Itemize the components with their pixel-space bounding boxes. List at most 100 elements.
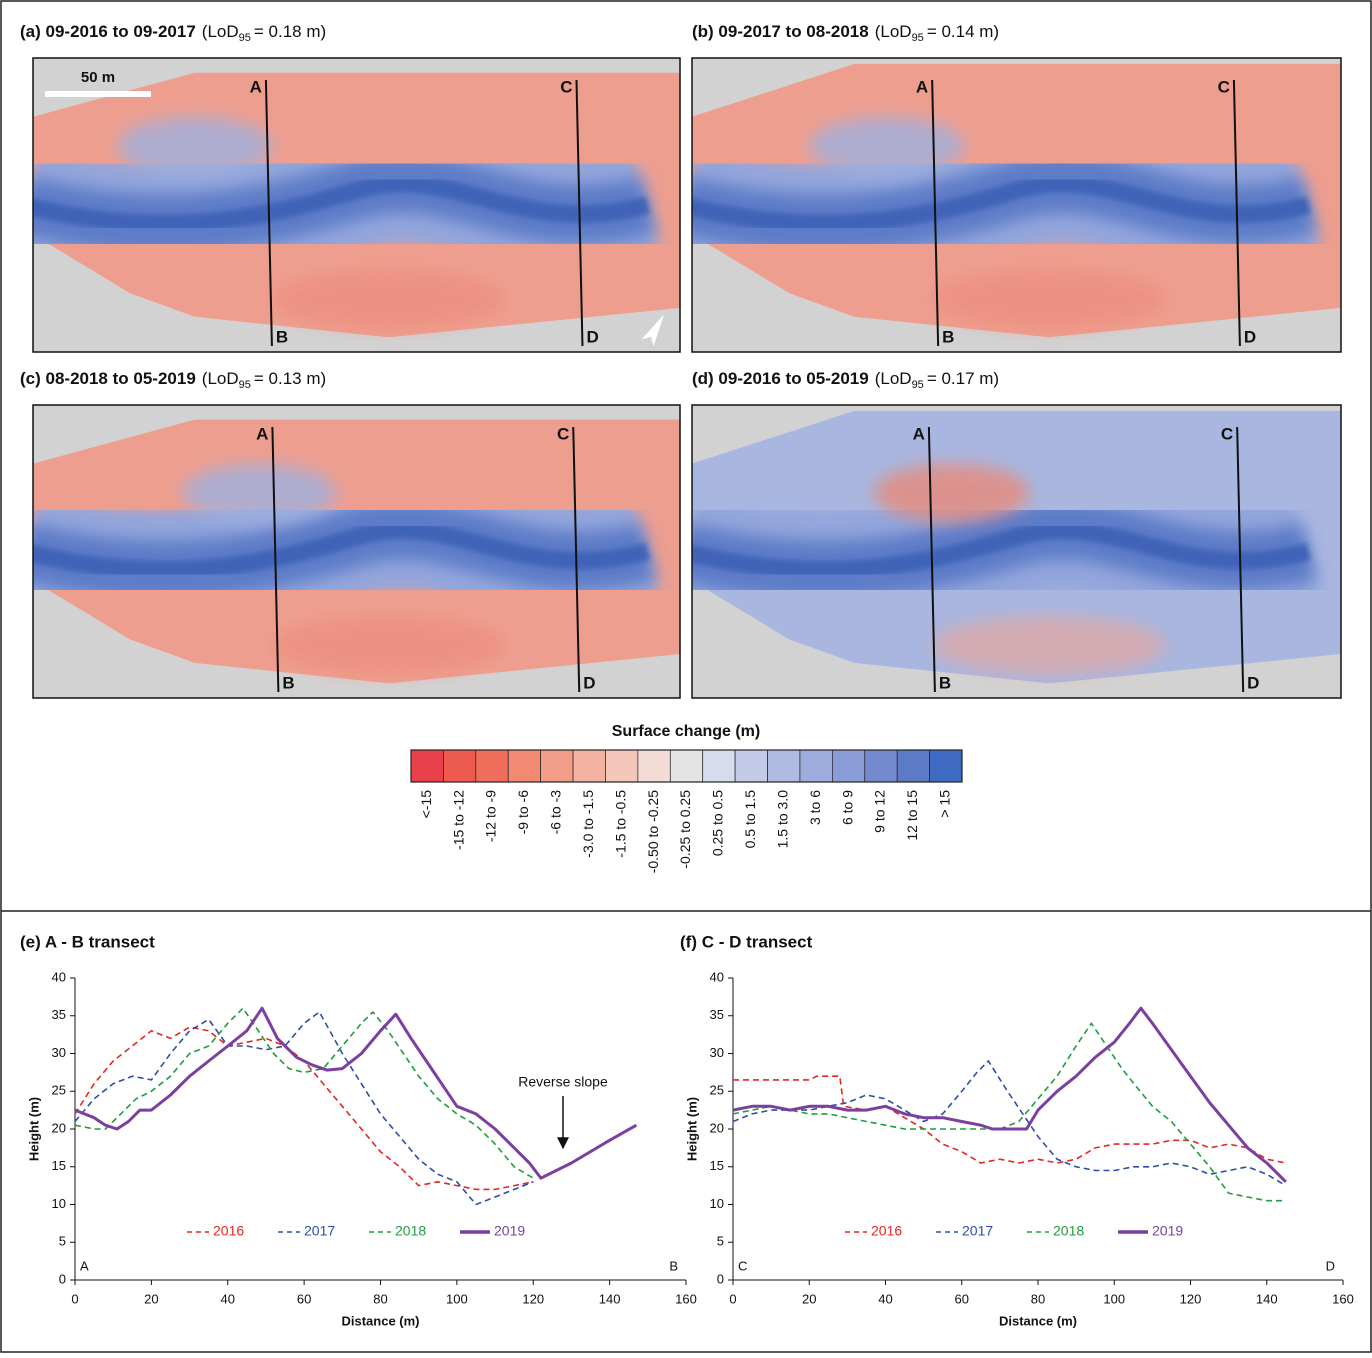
transect-line: [931, 79, 940, 347]
y-tick-label: 30: [52, 1045, 66, 1060]
y-tick-label: 0: [59, 1271, 66, 1286]
chart-title: (f) C - D transect: [680, 932, 813, 951]
legend-swatch: [637, 749, 671, 783]
transect-start: C: [557, 424, 569, 443]
y-tick-label: 5: [59, 1234, 66, 1249]
legend-label: 2019: [1152, 1223, 1183, 1239]
lod-prefix: (LoD: [202, 22, 239, 41]
corner-label: C: [738, 1258, 747, 1273]
legend-swatch: [702, 749, 736, 783]
lower-patch: [272, 615, 506, 675]
lod-subscript: 95: [239, 379, 251, 391]
upper-patch: [873, 463, 1030, 523]
x-tick-label: 80: [1031, 1291, 1045, 1306]
x-tick-label: 20: [144, 1291, 158, 1306]
lod-suffix: = 0.13 m): [254, 369, 326, 388]
legend-label: 2016: [871, 1223, 902, 1239]
corner-label: A: [80, 1258, 89, 1273]
panel-title: (b) 09-2017 to 08-2018 (LoD95 = 0.14 m): [692, 22, 999, 43]
channel-core: [692, 521, 1311, 579]
x-axis-label: Distance (m): [999, 1313, 1077, 1328]
legend-label: 9 to 12: [872, 790, 888, 833]
legend-label: 6 to 9: [839, 790, 855, 825]
transect-start: C: [1218, 77, 1230, 96]
legend-swatch: [832, 749, 866, 783]
legend-label: 2018: [1053, 1223, 1084, 1239]
legend-label: 1.5 to 3.0: [774, 790, 790, 849]
series-line: [733, 1075, 1286, 1164]
legend-label: 2016: [213, 1223, 244, 1239]
legend-label: -9 to -6: [515, 790, 531, 835]
transect-end: B: [282, 673, 294, 692]
x-tick-label: 140: [1256, 1291, 1278, 1306]
y-tick-label: 15: [710, 1158, 724, 1173]
panel-period: (d) 09-2016 to 05-2019: [692, 369, 869, 388]
legend-swatch: [443, 749, 477, 783]
lod-subscript: 95: [239, 32, 251, 44]
upper-patch: [117, 116, 273, 176]
channel-core: [692, 174, 1311, 233]
series-line: [74, 1011, 534, 1206]
map-panels: (a) 09-2016 to 09-2017 (LoD95 = 0.18 m) A B C…: [20, 22, 1342, 699]
x-tick-label: 120: [1180, 1291, 1202, 1306]
transect-end: D: [583, 673, 595, 692]
map: [692, 405, 1341, 698]
y-tick-label: 20: [52, 1120, 66, 1135]
legend-label: 2018: [395, 1223, 426, 1239]
y-tick-label: 0: [717, 1271, 724, 1286]
x-tick-label: 120: [522, 1291, 544, 1306]
map-border: [691, 57, 1342, 353]
legend-label: -0.25 to 0.25: [677, 790, 693, 869]
legend-title: Surface change (m): [612, 723, 760, 740]
map: [33, 58, 680, 352]
map-border: [691, 404, 1342, 699]
panel-title: (a) 09-2016 to 09-2017 (LoD95 = 0.18 m): [20, 22, 326, 43]
legend-label: 0.5 to 1.5: [742, 790, 758, 849]
legend-swatch: [669, 749, 704, 783]
channel-core: [33, 174, 650, 233]
legend-label: 12 to 15: [904, 790, 920, 841]
legend-swatch: [507, 749, 541, 783]
lod-suffix: = 0.18 m): [254, 22, 326, 41]
panel-period: (c) 08-2018 to 05-2019: [20, 369, 196, 388]
x-tick-label: 0: [71, 1291, 78, 1306]
lower-patch: [272, 269, 506, 329]
map: [33, 405, 680, 698]
channel-core: [33, 521, 650, 579]
transect-line: [575, 79, 584, 347]
x-tick-label: 100: [1103, 1291, 1125, 1306]
legend-swatch: [929, 749, 963, 783]
legend-swatch: [410, 749, 444, 783]
legend-label: 2017: [304, 1223, 335, 1239]
legend-swatch: [734, 749, 768, 783]
transect-end: B: [942, 327, 954, 346]
lod-suffix: = 0.14 m): [927, 22, 999, 41]
map-border: [32, 57, 681, 353]
y-tick-label: 30: [710, 1045, 724, 1060]
x-tick-label: 80: [373, 1291, 387, 1306]
legend-swatch: [767, 749, 801, 783]
transect-end: B: [276, 327, 288, 346]
transect-start: A: [916, 77, 928, 96]
legend-swatch: [540, 749, 574, 783]
y-tick-label: 10: [52, 1196, 66, 1211]
y-axis-label: Height (m): [26, 1097, 41, 1161]
transect-start: C: [560, 77, 572, 96]
transect-start: A: [256, 424, 268, 443]
surface-legend: Surface change (m) <-15 -15 to -12 -12 to -…: [410, 723, 963, 873]
transect-line: [927, 426, 936, 693]
scale-bar: [45, 91, 151, 97]
transect-end: D: [586, 327, 598, 346]
corner-label: D: [1326, 1258, 1335, 1273]
y-axis-label: Height (m): [684, 1097, 699, 1161]
x-tick-label: 100: [446, 1291, 468, 1306]
lod-prefix: (LoD: [875, 22, 912, 41]
panel-title: (d) 09-2016 to 05-2019 (LoD95 = 0.17 m): [692, 369, 999, 390]
legend-label: 2019: [494, 1223, 525, 1239]
y-tick-label: 25: [52, 1083, 66, 1098]
legend-label: <-15: [418, 790, 434, 819]
north-arrow: [641, 314, 664, 347]
legend-swatch: [572, 749, 606, 783]
legend-swatch: [864, 749, 898, 783]
